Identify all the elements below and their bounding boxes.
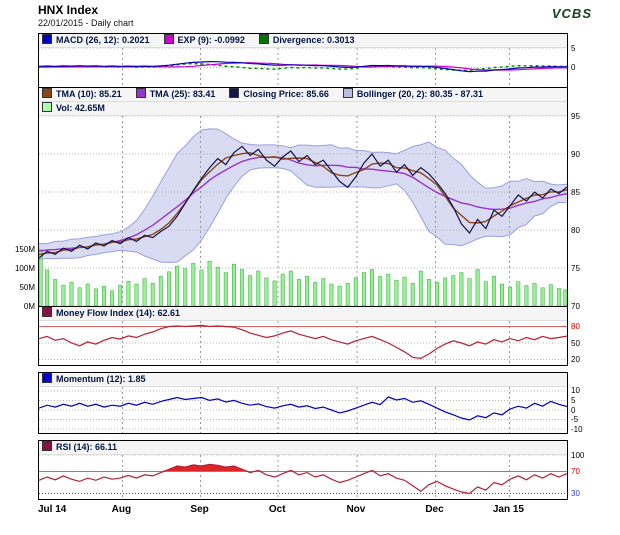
y-axis-tick-label: -5: [571, 415, 579, 425]
momentum-legend: Momentum (12): 1.85: [39, 373, 567, 387]
legend-item: TMA (10): 85.21: [42, 88, 122, 99]
chart-subtitle: 22/01/2015 - Daily chart: [38, 18, 134, 28]
volume-axis-labels: 150M 100M 50M 0M: [0, 0, 35, 535]
legend-swatch: [42, 441, 52, 451]
y-axis-tick-label: 85: [571, 187, 580, 197]
legend-label: EXP (9): -0.0992: [177, 35, 245, 45]
right-axis-labels: 5 0 95 90 85 80 75 70 80 50 20 10 5 0 -5 -10 100 70 30: [571, 0, 617, 535]
x-axis: Jul 14 Aug Sep Oct Nov Dec Jan 15: [38, 504, 578, 520]
rsi-panel: RSI (14): 66.11: [38, 440, 568, 500]
legend-swatch: [42, 307, 52, 317]
legend-swatch: [163, 34, 174, 44]
legend-item: RSI (14): 66.11: [42, 441, 118, 452]
legend-label: Momentum (12): 1.85: [56, 374, 146, 384]
volume-legend: Vol: 42.65M: [39, 102, 567, 116]
legend-label: TMA (10): 85.21: [56, 89, 122, 99]
momentum-panel: Momentum (12): 1.85: [38, 372, 568, 434]
momentum-plot: [39, 387, 567, 433]
y-axis-tick-label: 50: [571, 338, 580, 348]
legend-item: TMA (25): 83.41: [135, 88, 216, 99]
legend-swatch: [135, 88, 146, 98]
x-axis-label: Jan 15: [492, 504, 524, 515]
legend-swatch: [342, 88, 353, 98]
volume-tick-label: 150M: [14, 244, 35, 254]
y-axis-tick-label: 0: [571, 405, 576, 415]
y-axis-tick-label: 70: [571, 301, 580, 311]
y-axis-tick-label: 80: [571, 322, 580, 331]
legend-label: RSI (14): 66.11: [56, 442, 118, 452]
volume-tick-label: 100M: [14, 263, 35, 273]
legend-label: TMA (25): 83.41: [149, 89, 216, 99]
rsi-legend: RSI (14): 66.11: [39, 441, 567, 455]
legend-swatch: [42, 102, 52, 112]
legend-swatch: [258, 34, 269, 44]
mfi-legend: Money Flow Index (14): 62.61: [39, 307, 567, 321]
x-axis-label: Dec: [425, 504, 444, 515]
legend-swatch: [42, 88, 52, 98]
legend-label: Money Flow Index (14): 62.61: [56, 308, 181, 318]
y-axis-tick-label: 90: [571, 149, 580, 159]
x-axis-label: Nov: [346, 504, 366, 515]
price-legend: TMA (10): 85.21 TMA (25): 83.41 Closing Pr…: [39, 88, 567, 102]
legend-item: Money Flow Index (14): 62.61: [42, 307, 181, 318]
legend-label: MACD (26, 12): 0.2021: [56, 35, 150, 45]
legend-label: Vol: 42.65M: [56, 103, 105, 113]
legend-swatch: [229, 88, 240, 98]
y-axis-tick-label: 75: [571, 263, 580, 273]
legend-swatch: [42, 373, 52, 383]
price-panel: TMA (10): 85.21 TMA (25): 83.41 Closing Pr…: [38, 87, 568, 307]
rsi-plot: [39, 455, 567, 499]
y-axis-tick-label: -10: [571, 424, 583, 434]
y-axis-tick-label: 30: [571, 489, 580, 498]
y-axis-tick-label: 5: [571, 43, 576, 53]
legend-item: EXP (9): -0.0992: [163, 34, 245, 45]
macd-plot: [39, 48, 567, 87]
y-axis-tick-label: 80: [571, 225, 580, 235]
legend-item: Divergence: 0.3013: [258, 34, 355, 45]
legend-item: Momentum (12): 1.85: [42, 373, 146, 384]
y-axis-tick-label: 0: [571, 63, 576, 72]
x-axis-label: Aug: [111, 504, 132, 515]
x-axis-label: Jul 14: [38, 504, 67, 515]
y-axis-tick-label: 10: [571, 386, 580, 396]
price-plot: [39, 116, 567, 306]
mfi-plot: [39, 321, 567, 365]
mfi-panel: Money Flow Index (14): 62.61: [38, 306, 568, 366]
legend-label: Bollinger (20, 2): 80.35 - 87.31: [356, 89, 483, 99]
y-axis-tick-label: 70: [571, 467, 580, 476]
volume-tick-label: 0M: [23, 301, 35, 311]
legend-swatch: [42, 34, 52, 44]
legend-item: Bollinger (20, 2): 80.35 - 87.31: [342, 88, 483, 99]
y-axis-tick-label: 20: [571, 355, 580, 364]
legend-item: Closing Price: 85.66: [229, 88, 329, 99]
y-axis-tick-label: 100: [571, 450, 585, 460]
x-axis-label: Sep: [190, 504, 209, 515]
legend-label: Divergence: 0.3013: [272, 35, 355, 45]
volume-tick-label: 50M: [19, 282, 35, 292]
x-axis-label: Oct: [268, 504, 286, 515]
legend-label: Closing Price: 85.66: [243, 89, 329, 99]
brand-logo: VCBS: [551, 6, 592, 21]
macd-legend: MACD (26, 12): 0.2021 EXP (9): -0.0992 Div…: [39, 34, 567, 48]
y-axis-tick-label: 5: [571, 395, 576, 405]
y-axis-tick-label: 95: [571, 111, 580, 121]
legend-item: MACD (26, 12): 0.2021: [42, 34, 150, 45]
chart-title: HNX Index: [38, 3, 99, 17]
legend-item: Vol: 42.65M: [42, 102, 105, 113]
macd-panel: MACD (26, 12): 0.2021 EXP (9): -0.0992 Div…: [38, 33, 568, 88]
